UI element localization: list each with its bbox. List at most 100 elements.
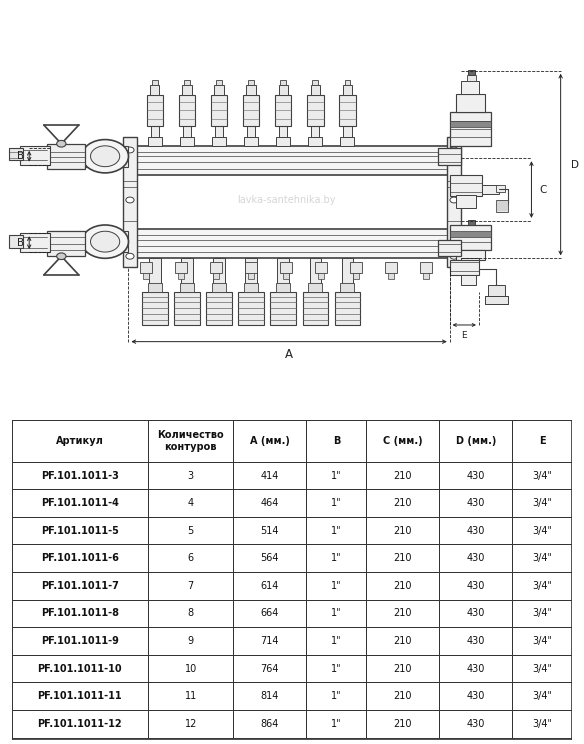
Bar	[447, 138, 461, 266]
Text: 814: 814	[260, 691, 279, 701]
Bar	[211, 95, 227, 126]
Bar	[306, 420, 366, 462]
Bar	[340, 283, 354, 292]
Bar	[147, 95, 163, 126]
Bar	[312, 80, 318, 85]
Bar	[423, 273, 429, 279]
Bar	[148, 682, 234, 710]
Bar	[12, 545, 148, 572]
Bar	[243, 95, 259, 126]
Bar	[439, 420, 512, 462]
Text: PF.101.1011-6: PF.101.1011-6	[41, 554, 119, 563]
Bar	[234, 517, 306, 545]
Bar	[306, 655, 366, 682]
Bar	[245, 258, 257, 292]
Text: 3/4": 3/4"	[532, 691, 552, 701]
Bar	[340, 137, 354, 146]
Bar	[12, 572, 148, 600]
Text: 210: 210	[394, 609, 412, 618]
Bar	[148, 490, 234, 517]
Bar	[439, 655, 512, 682]
Text: 3/4": 3/4"	[532, 498, 552, 508]
Bar	[174, 292, 200, 325]
Bar	[247, 126, 255, 137]
Text: A: A	[285, 347, 293, 361]
Text: 1": 1"	[331, 470, 342, 481]
Text: PF.101.1011-12: PF.101.1011-12	[37, 719, 122, 728]
Text: 210: 210	[394, 554, 412, 563]
Bar	[345, 80, 350, 85]
Bar	[234, 545, 306, 572]
Bar	[279, 85, 288, 95]
Text: B: B	[333, 436, 340, 446]
Bar	[512, 710, 572, 737]
Bar	[214, 85, 224, 95]
Bar	[438, 240, 461, 256]
Circle shape	[82, 140, 128, 173]
Bar	[213, 273, 219, 279]
Text: 3/4": 3/4"	[532, 636, 552, 646]
Bar	[485, 296, 508, 304]
Bar	[306, 627, 366, 655]
Text: 210: 210	[394, 526, 412, 536]
Bar	[311, 126, 319, 137]
Bar	[280, 80, 286, 85]
Text: 210: 210	[394, 664, 412, 673]
Bar	[277, 258, 289, 292]
Text: 210: 210	[394, 470, 412, 481]
Text: 614: 614	[260, 581, 279, 591]
Circle shape	[57, 253, 66, 260]
Bar	[123, 138, 137, 266]
Bar	[461, 258, 479, 269]
Bar	[512, 682, 572, 710]
Bar	[512, 572, 572, 600]
Text: 1": 1"	[331, 498, 342, 508]
Text: 430: 430	[467, 691, 485, 701]
Circle shape	[450, 147, 458, 153]
Bar	[461, 81, 479, 94]
Circle shape	[126, 197, 134, 203]
Bar	[12, 462, 148, 490]
Text: 3: 3	[187, 470, 194, 481]
Text: 210: 210	[394, 581, 412, 591]
Bar	[12, 600, 148, 627]
Text: PF.101.1011-8: PF.101.1011-8	[41, 609, 119, 618]
Text: PF.101.1011-4: PF.101.1011-4	[41, 498, 119, 508]
Text: Количество
контуров: Количество контуров	[157, 430, 224, 452]
Bar	[318, 273, 324, 279]
Bar	[366, 627, 439, 655]
Bar	[439, 627, 512, 655]
Text: 430: 430	[467, 554, 485, 563]
Bar	[512, 517, 572, 545]
Bar	[350, 263, 362, 273]
Text: PF.101.1011-10: PF.101.1011-10	[37, 664, 122, 673]
Text: 10: 10	[185, 664, 197, 673]
Bar	[210, 263, 222, 273]
Bar	[212, 283, 226, 292]
Bar	[306, 545, 366, 572]
Bar	[366, 572, 439, 600]
Bar	[234, 420, 306, 462]
Bar	[12, 517, 148, 545]
Text: 3/4": 3/4"	[532, 581, 552, 591]
Text: Артикул: Артикул	[56, 436, 104, 446]
Bar	[366, 490, 439, 517]
Bar	[181, 258, 193, 292]
Bar	[456, 195, 476, 208]
Bar	[512, 600, 572, 627]
Text: 1": 1"	[331, 554, 342, 563]
Bar	[388, 273, 394, 279]
Bar	[512, 545, 572, 572]
Bar	[244, 137, 258, 146]
Bar	[307, 95, 324, 126]
Text: 3/4": 3/4"	[532, 609, 552, 618]
Bar	[234, 627, 306, 655]
Bar	[496, 185, 505, 192]
Text: B: B	[17, 237, 24, 248]
Text: 1": 1"	[331, 581, 342, 591]
Bar	[306, 517, 366, 545]
Text: 430: 430	[467, 609, 485, 618]
Bar	[468, 220, 475, 225]
Text: 210: 210	[394, 498, 412, 508]
Bar	[450, 260, 479, 275]
